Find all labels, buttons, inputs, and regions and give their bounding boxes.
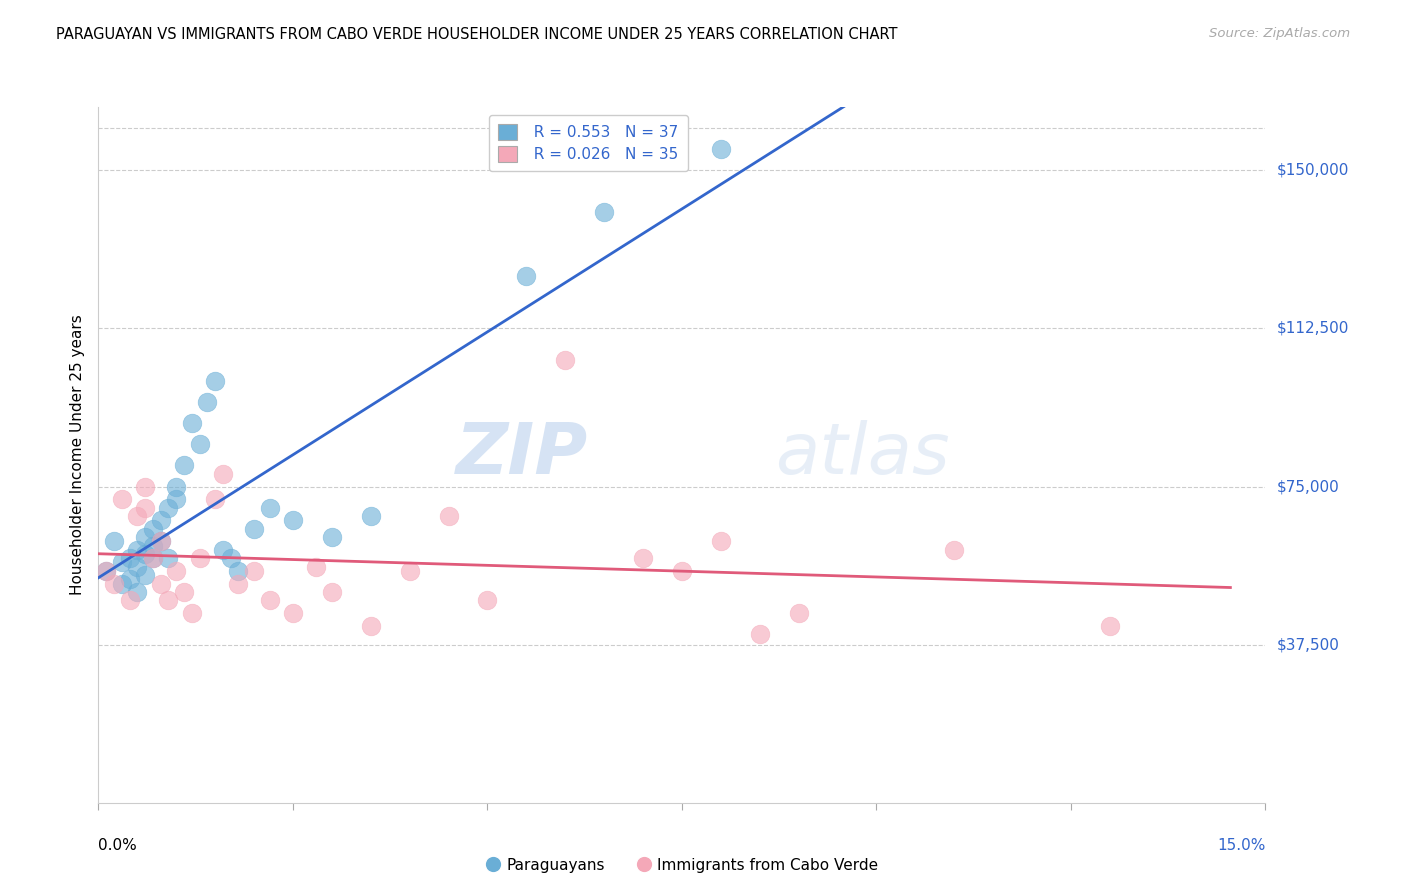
Point <box>142 551 165 566</box>
Point <box>180 606 202 620</box>
Text: $37,500: $37,500 <box>1277 637 1340 652</box>
Point <box>188 551 211 566</box>
Point <box>259 500 281 515</box>
Point <box>195 395 218 409</box>
Point <box>149 534 172 549</box>
Text: ZIP: ZIP <box>457 420 589 490</box>
Point <box>477 593 499 607</box>
Point <box>281 606 304 620</box>
Point <box>165 479 187 493</box>
Point <box>134 500 156 515</box>
Point <box>103 534 125 549</box>
Point <box>787 606 810 620</box>
Point <box>142 522 165 536</box>
Text: PARAGUAYAN VS IMMIGRANTS FROM CABO VERDE HOUSEHOLDER INCOME UNDER 25 YEARS CORRE: PARAGUAYAN VS IMMIGRANTS FROM CABO VERDE… <box>56 27 898 42</box>
Text: $150,000: $150,000 <box>1277 163 1350 178</box>
Point <box>157 500 180 515</box>
Point <box>127 542 149 557</box>
Point <box>219 551 242 566</box>
Point <box>173 585 195 599</box>
Point <box>228 576 250 591</box>
Point <box>515 268 537 283</box>
Point <box>134 479 156 493</box>
Point <box>710 142 733 156</box>
Point <box>212 467 235 481</box>
Point <box>398 564 420 578</box>
Point <box>149 534 172 549</box>
Point <box>127 559 149 574</box>
Point <box>134 568 156 582</box>
Point <box>134 530 156 544</box>
Y-axis label: Householder Income Under 25 years: Householder Income Under 25 years <box>69 315 84 595</box>
Point <box>173 458 195 473</box>
Point <box>103 576 125 591</box>
Point <box>118 551 141 566</box>
Point <box>111 492 134 507</box>
Point <box>204 492 226 507</box>
Point <box>305 559 328 574</box>
Point <box>142 539 165 553</box>
Legend: Paraguayans, Immigrants from Cabo Verde: Paraguayans, Immigrants from Cabo Verde <box>479 851 884 879</box>
Text: 15.0%: 15.0% <box>1218 838 1265 853</box>
Text: 0.0%: 0.0% <box>98 838 138 853</box>
Point <box>149 576 172 591</box>
Point <box>180 417 202 431</box>
Point <box>321 585 343 599</box>
Point <box>188 437 211 451</box>
Point <box>212 542 235 557</box>
Point <box>281 513 304 527</box>
Text: Source: ZipAtlas.com: Source: ZipAtlas.com <box>1209 27 1350 40</box>
Point <box>118 572 141 586</box>
Point <box>111 556 134 570</box>
Point <box>149 513 172 527</box>
Text: $112,500: $112,500 <box>1277 321 1350 336</box>
Point <box>1098 618 1121 632</box>
Point <box>554 353 576 368</box>
Point <box>243 522 266 536</box>
Point <box>631 551 654 566</box>
Point <box>259 593 281 607</box>
Point <box>111 576 134 591</box>
Point <box>360 618 382 632</box>
Point <box>157 593 180 607</box>
Point <box>165 564 187 578</box>
Point <box>228 564 250 578</box>
Point <box>127 585 149 599</box>
Point <box>360 509 382 524</box>
Point <box>243 564 266 578</box>
Point <box>321 530 343 544</box>
Point <box>127 509 149 524</box>
Point <box>118 593 141 607</box>
Point <box>671 564 693 578</box>
Point <box>748 627 770 641</box>
Point <box>157 551 180 566</box>
Point <box>96 564 118 578</box>
Point <box>96 564 118 578</box>
Point <box>943 542 966 557</box>
Point <box>593 205 616 219</box>
Point <box>437 509 460 524</box>
Point <box>204 374 226 388</box>
Point <box>142 551 165 566</box>
Text: $75,000: $75,000 <box>1277 479 1340 494</box>
Point <box>134 547 156 561</box>
Point <box>710 534 733 549</box>
Point <box>165 492 187 507</box>
Text: atlas: atlas <box>775 420 950 490</box>
